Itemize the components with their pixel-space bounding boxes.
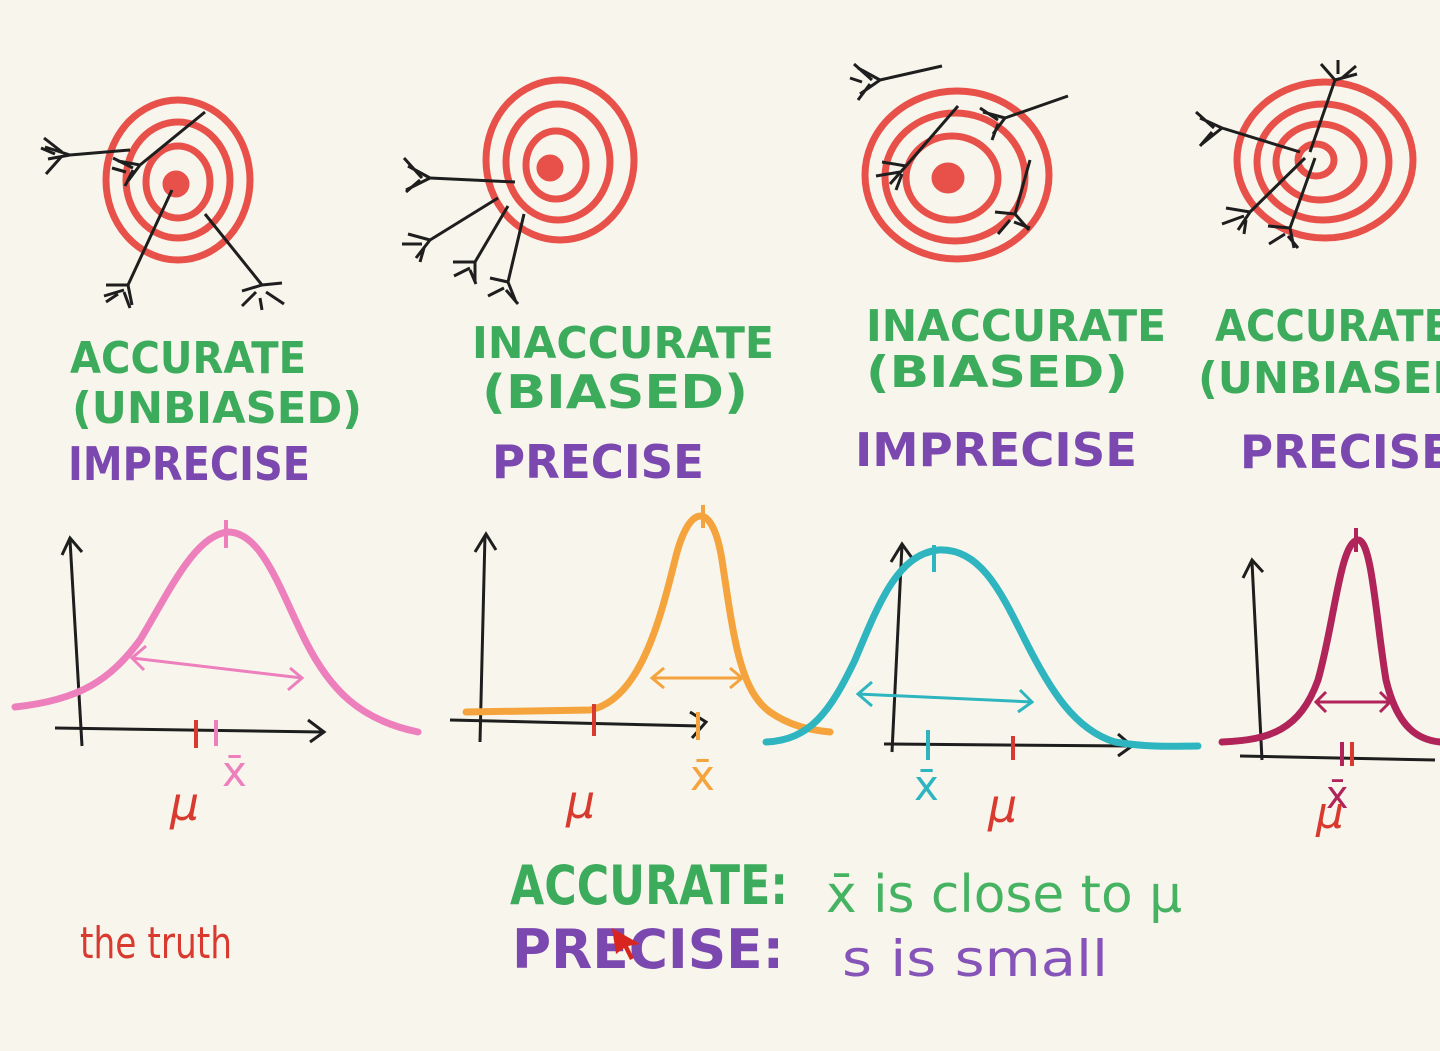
truth-note: the truth: [80, 918, 232, 969]
panel-3-mu-label: μ: [987, 779, 1017, 833]
panel-2-plot: μ x̄: [449, 505, 834, 829]
panel-4-labels: ACCURATE (UNBIASED) PRECISE: [1198, 301, 1440, 479]
panel-3-spread-arrow: [855, 680, 1035, 714]
accurate-definition-term: ACCURATE:: [510, 854, 788, 917]
arrows-4: [1195, 60, 1358, 249]
panel-1-accuracy-label: ACCURATE: [70, 333, 306, 384]
panel-3-plot: x̄ μ: [762, 541, 1202, 833]
panel-3-distribution-curve: [762, 546, 1202, 750]
panel-2-xbar-label: x̄: [690, 751, 715, 800]
panel-1-precision-label: IMPRECISE: [68, 437, 310, 491]
panel-1-axes: [54, 535, 327, 747]
panel-4-axes: [1239, 557, 1436, 762]
panel-3-precision-label: IMPRECISE: [855, 423, 1137, 477]
arrows-1: [40, 110, 285, 311]
cursor-pointer-icon: [612, 928, 640, 960]
target-3: [861, 87, 1053, 263]
definitions: ACCURATE: x̄ is close to μ PRECISE: s is…: [510, 854, 1182, 988]
target-4: [1233, 78, 1417, 242]
panel-4-xbar-label: x̄: [1326, 773, 1349, 817]
panel-3-axes: [883, 541, 1135, 758]
panel-3-xbar-label: x̄: [914, 761, 939, 810]
precise-definition-text: s is small: [842, 930, 1108, 988]
panel-2-accuracy-label: INACCURATE: [472, 318, 774, 369]
panel-2-spread-arrow: [649, 666, 745, 690]
panel-1-mu-label: μ: [169, 777, 199, 831]
precise-definition-term: PRECISE:: [512, 918, 784, 981]
panel-4-plot: x̄ μ: [1218, 528, 1440, 839]
panel-2-axes: [449, 531, 709, 743]
panel-3-bias-label: (BIASED): [866, 347, 1128, 398]
panel-2-labels: INACCURATE (BIASED) PRECISE: [472, 318, 774, 489]
panel-1-xbar-label: x̄: [222, 747, 247, 796]
panel-4-accuracy-label: ACCURATE: [1215, 301, 1440, 352]
arrows-3: [849, 62, 1069, 235]
panel-1-spread-arrow: [129, 644, 305, 692]
panel-4-precision-label: PRECISE: [1240, 425, 1440, 479]
accurate-definition-text: x̄ is close to μ: [826, 865, 1182, 925]
panel-4-bias-label: (UNBIASED): [1198, 353, 1440, 404]
panel-4-mu-label: μ: [1315, 788, 1344, 839]
panel-1-plot: μ x̄: [11, 520, 422, 831]
panel-3-accuracy-label: INACCURATE: [866, 301, 1166, 352]
panel-4-spread-arrow: [1313, 690, 1393, 714]
panel-2-precision-label: PRECISE: [492, 435, 704, 489]
panel-2-distribution-curve: [462, 512, 834, 736]
target-2: [482, 76, 638, 244]
panel-2-mu-label: μ: [565, 775, 595, 829]
panel-1-bias-label: (UNBIASED): [72, 383, 362, 434]
panel-1-labels: ACCURATE (UNBIASED) IMPRECISE: [68, 333, 362, 491]
panel-3-labels: INACCURATE (BIASED) IMPRECISE: [855, 301, 1166, 477]
panel-2-bias-label: (BIASED): [482, 365, 748, 419]
arrows-2: [402, 156, 526, 305]
target-1: [102, 96, 254, 264]
